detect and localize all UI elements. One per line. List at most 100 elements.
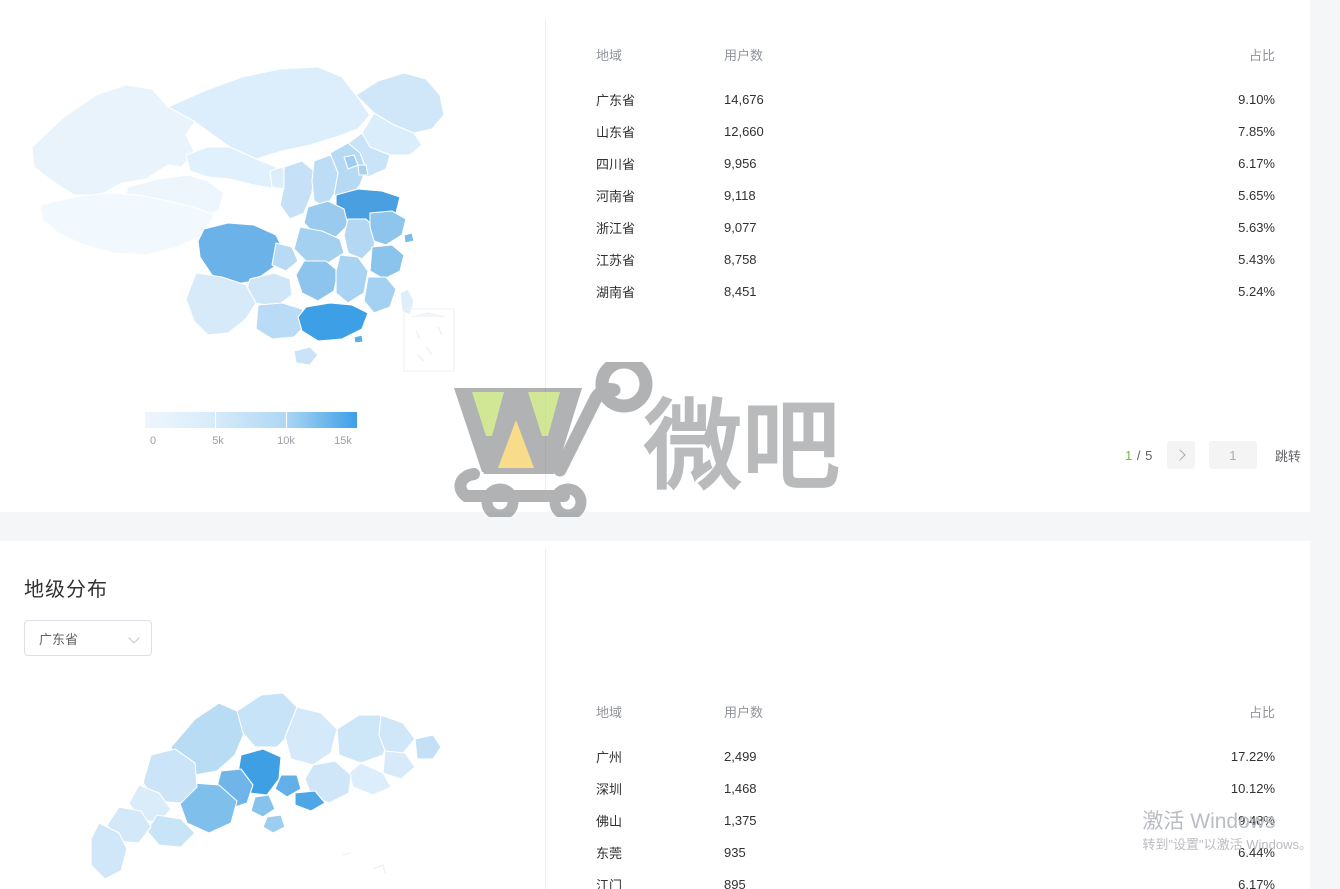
cell-region: 山东省: [596, 124, 636, 140]
cell-count: 2,499: [724, 748, 757, 764]
panel-divider: [545, 549, 546, 889]
table-row[interactable]: 湖南省 8,451 5.24%: [596, 275, 1275, 307]
prefecture-table: 地域 用户数 占比 广州 2,499 17.22% 深圳 1,468 10.12…: [596, 695, 1275, 889]
province-jiangsu: [369, 210, 407, 246]
province-guangxi: [255, 302, 309, 340]
header-count: 用户数: [724, 704, 764, 720]
page-separator: /: [1136, 447, 1141, 463]
prefecture-heyuan: [284, 706, 338, 766]
province-shaanxi: [279, 160, 315, 220]
guangdong-islands: [342, 852, 386, 874]
province-yunnan: [185, 272, 257, 336]
cell-region: 湖南省: [596, 284, 636, 300]
next-page-button[interactable]: [1166, 441, 1195, 469]
south-china-sea-inset: [403, 308, 455, 372]
table-row[interactable]: 浙江省 9,077 5.63%: [596, 211, 1275, 243]
province-inner-mongolia: [167, 66, 371, 160]
prefecture-zhanjiang: [90, 822, 128, 880]
table-row[interactable]: 江门 895 6.17%: [596, 868, 1275, 889]
table-row[interactable]: 深圳 1,468 10.12%: [596, 772, 1275, 804]
prefecture-zhongshan: [250, 794, 276, 818]
cell-region: 江苏省: [596, 252, 636, 268]
cell-count: 8,451: [724, 283, 757, 299]
page-jump-input[interactable]: [1208, 441, 1257, 469]
table-row[interactable]: 河南省 9,118 5.65%: [596, 179, 1275, 211]
province-table: 地域 用户数 占比 广东省 14,676 9.10% 山东省 12,660 7.…: [596, 38, 1275, 307]
cell-pct: 5.24%: [1238, 283, 1275, 299]
map-legend: 0 5k 10k 15k: [145, 412, 357, 453]
table-row[interactable]: 山东省 12,660 7.85%: [596, 115, 1275, 147]
page-title: 地级分布: [24, 579, 108, 601]
header-region: 地域: [596, 47, 623, 63]
jump-button[interactable]: 跳转: [1274, 448, 1301, 464]
china-map-svg: [31, 66, 455, 372]
table-row[interactable]: 佛山 1,375 9.48%: [596, 804, 1275, 836]
prefecture-zhuhai: [262, 814, 286, 834]
cell-pct: 5.43%: [1238, 251, 1275, 267]
cell-region: 深圳: [596, 781, 623, 797]
current-page: 1: [1125, 447, 1133, 463]
cell-count: 8,758: [724, 251, 757, 267]
province-distribution-panel: 0 5k 10k 15k 地域 用户数 占比 广东省 14,676 9.10% …: [0, 0, 1310, 512]
table-row[interactable]: 东莞 935 6.44%: [596, 836, 1275, 868]
province-hunan: [295, 260, 339, 302]
legend-tick-2: 10k: [277, 435, 295, 447]
legend-tick-0: 0: [149, 435, 157, 447]
cell-count: 895: [724, 876, 746, 889]
province-zhejiang: [369, 244, 405, 280]
prefecture-shantou: [414, 734, 442, 760]
cell-region: 广东省: [596, 92, 636, 108]
cell-count: 1,468: [724, 780, 757, 796]
prefecture-zhaoqing: [142, 748, 198, 804]
table-row[interactable]: 广州 2,499 17.22%: [596, 740, 1275, 772]
table-header-row: 地域 用户数 占比: [596, 38, 1275, 70]
province-selector[interactable]: 广东省: [24, 620, 152, 656]
prefecture-shenzhen: [294, 790, 326, 812]
province-shanghai: [403, 232, 415, 244]
header-count: 用户数: [724, 47, 764, 63]
cell-pct: 5.63%: [1238, 219, 1275, 235]
province-chongqing: [271, 242, 299, 272]
cell-pct: 10.12%: [1230, 780, 1275, 796]
province-anhui: [343, 218, 377, 260]
province-selector-value: 广东省: [39, 631, 79, 647]
province-tianjin: [357, 164, 369, 176]
header-pct: 占比: [1248, 47, 1275, 63]
cell-count: 14,676: [724, 91, 764, 107]
header-pct: 占比: [1248, 704, 1275, 720]
legend-tick-3: 15k: [334, 435, 352, 447]
cell-region: 江门: [596, 877, 623, 889]
prefecture-dongguan: [274, 774, 302, 798]
chevron-down-icon: [129, 632, 141, 644]
prefecture-jieyang: [382, 750, 416, 780]
section-separator: [0, 512, 1310, 541]
province-hongkong: [353, 334, 364, 344]
cell-count: 9,077: [724, 219, 757, 235]
table-row[interactable]: 江苏省 8,758 5.43%: [596, 243, 1275, 275]
guangdong-map-chart[interactable]: [85, 689, 505, 889]
province-hebei: [329, 142, 367, 200]
province-fujian: [363, 276, 397, 314]
china-map-chart[interactable]: [18, 55, 488, 395]
cell-pct: 7.85%: [1238, 123, 1275, 139]
cell-region: 四川省: [596, 156, 636, 172]
province-xinjiang: [31, 84, 199, 196]
table-row[interactable]: 四川省 9,956 6.17%: [596, 147, 1275, 179]
pagination: 1 / 5 跳转: [1125, 441, 1301, 469]
province-henan: [303, 200, 349, 238]
table-row[interactable]: 广东省 14,676 9.10%: [596, 83, 1275, 115]
province-taiwan: [399, 288, 415, 316]
cell-count: 9,118: [724, 187, 756, 203]
table-header-row: 地域 用户数 占比: [596, 695, 1275, 727]
cell-pct: 9.10%: [1238, 91, 1275, 107]
prefecture-distribution-panel: 地级分布 广东省: [0, 541, 1310, 889]
cell-count: 12,660: [724, 123, 764, 139]
cell-region: 佛山: [596, 813, 623, 829]
total-pages: 5: [1145, 447, 1153, 463]
prefecture-chaozhou: [378, 714, 416, 754]
panel-divider: [545, 20, 546, 490]
province-jiangxi: [335, 254, 369, 304]
cell-pct: 9.48%: [1238, 812, 1275, 828]
cell-count: 1,375: [724, 812, 757, 828]
